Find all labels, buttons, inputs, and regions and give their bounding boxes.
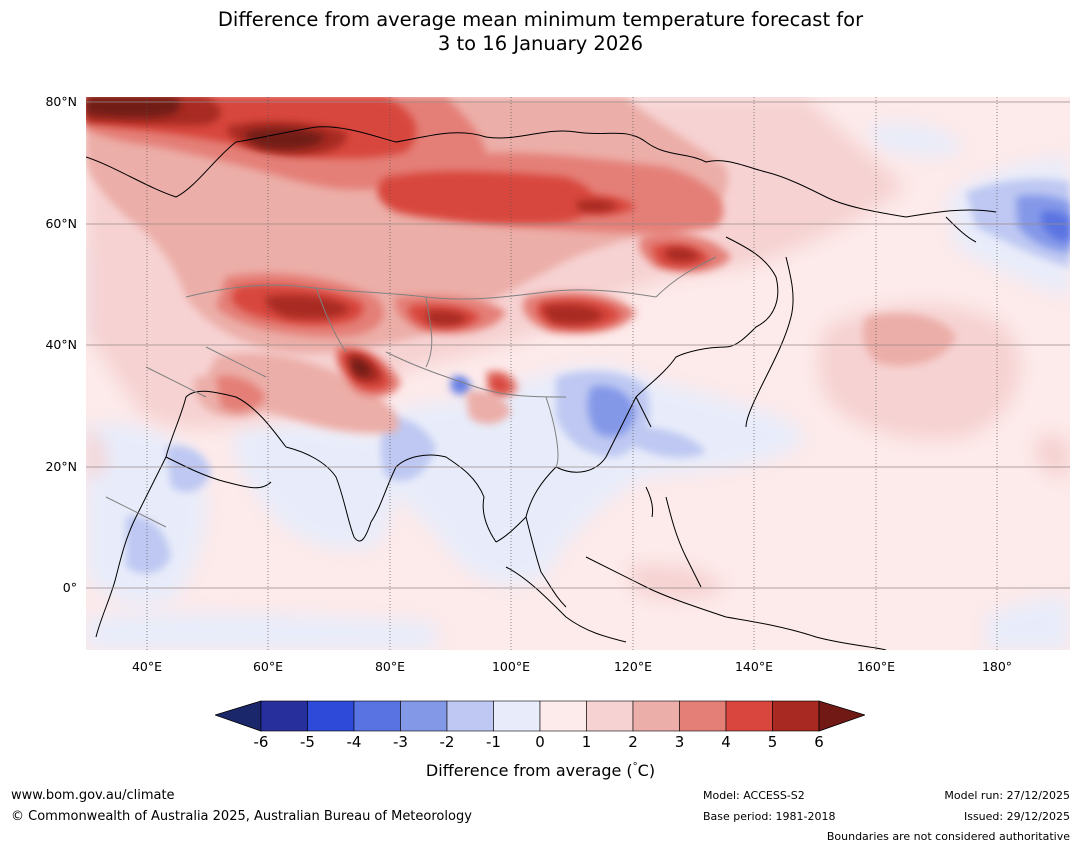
colorbar-label: Difference from average (°C) [0,761,1081,780]
cool-anomaly-layer-4 [455,211,1070,390]
map-title: Difference from average mean minimum tem… [0,8,1081,56]
colorbar-segment [586,700,634,732]
colorbar-tick-label: 3 [674,733,685,751]
footer-issued: Issued: 29/12/2025 [963,810,1070,823]
title-line-1: Difference from average mean minimum tem… [217,8,864,31]
colorbar-tick-label: -2 [439,733,455,751]
footer-model-run: Model run: 27/12/2025 [944,789,1070,802]
cool-anomaly-layer [86,123,1070,650]
lon-label-160e: 160°E [856,659,895,674]
title-line-2: 3 to 16 January 2026 [437,32,644,55]
footer-url[interactable]: www.bom.gov.au/climate [11,788,175,803]
colorbar-segment [632,700,680,732]
lon-label-100e: 100°E [491,659,530,674]
forecast-map [86,97,1070,650]
lat-label-20n: 20°N [45,459,77,474]
colorbar-tick-label: 0 [535,733,545,751]
footer-base-period: Base period: 1981-2018 [703,810,836,823]
colorbar-tick-label: 2 [628,733,638,751]
graticule [146,97,998,650]
lat-label-80n: 80°N [45,94,77,109]
colorbar-segment [446,700,494,732]
colorbar-tick-label: 4 [721,733,731,751]
colorbar-tick-label: -1 [486,733,501,751]
colorbar-segments [260,700,820,732]
colorbar-over-arrow [818,700,865,732]
colorbar-tick-label: -6 [253,733,269,751]
lat-label-0: 0° [62,580,77,595]
colorbar-under-arrow [215,700,262,732]
colorbar-segment [353,700,401,732]
colorbar-tick-label: -4 [346,733,362,751]
lon-label-40e: 40°E [131,659,163,674]
colorbar-label-unit: C) [637,761,656,780]
lon-label-120e: 120°E [613,659,652,674]
colorbar-label-degree: ° [632,761,638,773]
lat-label-60n: 60°N [45,216,77,231]
country-borders [105,256,717,528]
colorbar-label-text: Difference from average ( [425,761,633,780]
lon-label-140e: 140°E [734,659,773,674]
colorbar-segment [725,700,773,732]
lon-label-80e: 80°E [374,659,406,674]
colorbar [215,700,865,732]
latitude-lines [86,101,1070,589]
colorbar-tick-label: 1 [581,733,592,751]
coastlines [86,126,997,650]
colorbar-segment [493,700,541,732]
colorbar-segment [679,700,727,732]
colorbar-segment [260,700,308,732]
colorbar-tick-label: 5 [767,733,778,751]
colorbar-segment [400,700,448,732]
footer-disclaimer: Boundaries are not considered authoritat… [826,830,1070,843]
footer-model: Model: ACCESS-S2 [703,789,805,802]
colorbar-segment [307,700,355,732]
lat-label-40n: 40°N [45,337,77,352]
lon-label-180: 180° [981,659,1013,674]
colorbar-tick-label: -5 [300,733,315,751]
colorbar-segment [772,700,820,732]
lon-label-60e: 60°E [252,659,284,674]
footer-copyright: © Commonwealth of Australia 2025, Austra… [11,809,472,824]
colorbar-segment [539,700,587,732]
map-svg [86,97,1070,650]
colorbar-tick-label: -3 [393,733,408,751]
colorbar-tick-label: 6 [814,733,824,751]
